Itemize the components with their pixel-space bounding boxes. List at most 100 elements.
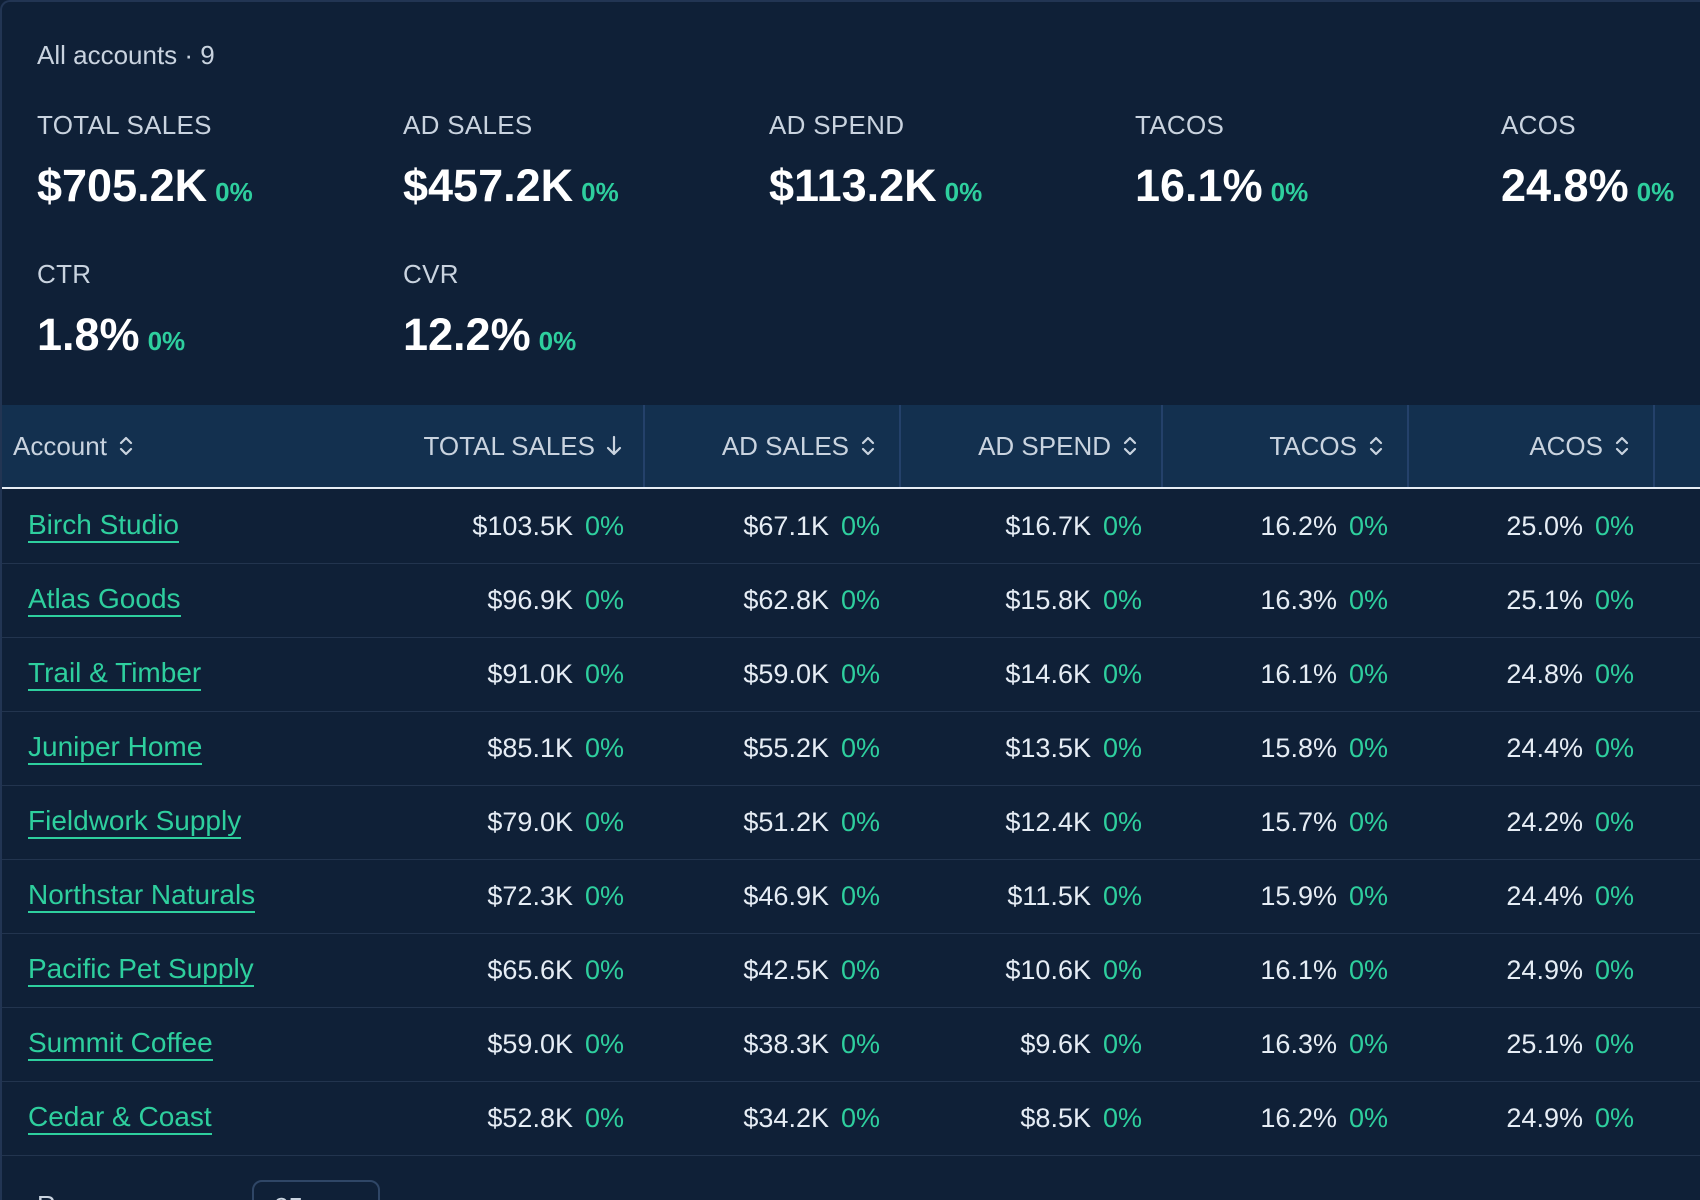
- metric-label: TOTAL SALES: [37, 110, 212, 140]
- cell-delta: 0%: [584, 807, 624, 837]
- account-link[interactable]: Atlas Goods: [28, 564, 181, 637]
- table-row: Atlas Goods $96.9K 0% $62.8K 0% $15.8K 0% 16.3%…: [2, 564, 1700, 638]
- account-name[interactable]: Trail & Timber: [28, 658, 202, 691]
- cell-delta: 0%: [1594, 1029, 1634, 1059]
- column-header-label: AD SPEND: [978, 430, 1111, 461]
- account-link[interactable]: Pacific Pet Supply: [28, 934, 254, 1007]
- metric-label: CVR: [403, 259, 459, 289]
- column-header-tacos[interactable]: TACOS: [1163, 405, 1409, 487]
- account-name[interactable]: Pacific Pet Supply: [28, 954, 254, 987]
- cell-value: 15.9%: [1260, 881, 1337, 911]
- metric-label: ACOS: [1501, 110, 1576, 140]
- account-name[interactable]: Summit Coffee: [28, 1028, 213, 1061]
- account-link[interactable]: Northstar Naturals: [28, 860, 256, 933]
- cell-value: 24.9%: [1506, 955, 1583, 985]
- cell-value: 24.4%: [1506, 733, 1583, 763]
- cell-delta: 0%: [1594, 511, 1634, 541]
- cell-delta: 0%: [584, 585, 624, 615]
- cell-value: 16.3%: [1260, 1029, 1337, 1059]
- cell-total-sales: $52.8K 0%: [487, 1082, 624, 1155]
- cell-value: $9.6K: [1020, 1029, 1091, 1059]
- account-name[interactable]: Cedar & Coast: [28, 1102, 212, 1135]
- metric-value: 1.8%: [37, 309, 140, 360]
- metric-label: AD SPEND: [769, 110, 905, 140]
- account-link[interactable]: Juniper Home: [28, 712, 203, 785]
- cell-value: $12.4K: [1005, 807, 1091, 837]
- cell-value: 15.7%: [1260, 807, 1337, 837]
- cell-tacos: 16.1% 0%: [1260, 638, 1388, 711]
- cell-ad-sales: $51.2K 0%: [743, 786, 880, 859]
- metric-label: CTR: [37, 259, 92, 289]
- cell-ad-sales: $62.8K 0%: [743, 564, 880, 637]
- cell-delta: 0%: [840, 659, 880, 689]
- account-name[interactable]: Atlas Goods: [28, 584, 181, 617]
- cell-value: 16.2%: [1260, 511, 1337, 541]
- account-name[interactable]: Birch Studio: [28, 510, 179, 543]
- cell-delta: 0%: [584, 881, 624, 911]
- metric-value: $705.2K: [37, 160, 208, 211]
- metric-value: 12.2%: [403, 309, 531, 360]
- cell-total-sales: $96.9K 0%: [487, 564, 624, 637]
- table-row: Fieldwork Supply $79.0K 0% $51.2K 0% $12.4K 0%…: [2, 786, 1700, 860]
- column-header-account[interactable]: Account: [2, 405, 645, 487]
- cell-ad-sales: $46.9K 0%: [743, 860, 880, 933]
- cell-delta: 0%: [1348, 511, 1388, 541]
- rows-per-page-select[interactable]: 25: [252, 1180, 380, 1200]
- metric-delta: 0%: [581, 177, 619, 207]
- cell-delta: 0%: [1348, 955, 1388, 985]
- cell-delta: 0%: [840, 807, 880, 837]
- cell-value: $11.5K: [1007, 881, 1091, 911]
- cell-delta: 0%: [840, 955, 880, 985]
- cell-delta: 0%: [1102, 585, 1142, 615]
- cell-delta: 0%: [1348, 807, 1388, 837]
- cell-value: 25.0%: [1506, 511, 1583, 541]
- column-header-acos[interactable]: ACOS: [1409, 405, 1655, 487]
- account-name[interactable]: Fieldwork Supply: [28, 806, 242, 839]
- cell-delta: 0%: [1594, 733, 1634, 763]
- cell-ad-spend: $13.5K 0%: [1005, 712, 1142, 785]
- cell-delta: 0%: [584, 659, 624, 689]
- account-link[interactable]: Trail & Timber: [28, 638, 202, 711]
- cell-delta: 0%: [1594, 659, 1634, 689]
- cell-value: $10.6K: [1005, 955, 1091, 985]
- cell-delta: 0%: [1348, 733, 1388, 763]
- account-link[interactable]: Cedar & Coast: [28, 1082, 212, 1155]
- cell-ad-sales: $67.1K 0%: [743, 490, 880, 563]
- account-link[interactable]: Summit Coffee: [28, 1008, 213, 1081]
- account-name[interactable]: Juniper Home: [28, 732, 203, 765]
- account-name[interactable]: Northstar Naturals: [28, 880, 256, 913]
- cell-delta: 0%: [840, 881, 880, 911]
- column-header-ad-spend[interactable]: AD SPEND: [901, 405, 1163, 487]
- cell-value: $67.1K: [743, 511, 829, 541]
- table-row: Cedar & Coast $52.8K 0% $34.2K 0% $8.5K 0% 16.2…: [2, 1082, 1700, 1156]
- account-link[interactable]: Birch Studio: [28, 490, 179, 563]
- cell-tacos: 16.3% 0%: [1260, 564, 1388, 637]
- cell-value: $46.9K: [743, 881, 829, 911]
- cell-delta: 0%: [584, 1103, 624, 1133]
- cell-tacos: 16.2% 0%: [1260, 490, 1388, 563]
- cell-acos: 24.2% 0%: [1506, 786, 1634, 859]
- sort-both-icon: [1369, 436, 1383, 456]
- cell-acos: 24.9% 0%: [1506, 934, 1634, 1007]
- account-link[interactable]: Fieldwork Supply: [28, 786, 242, 859]
- sort-both-icon: [1123, 436, 1137, 456]
- cell-value: $62.8K: [743, 585, 829, 615]
- metric-value: 24.8%: [1501, 160, 1629, 211]
- cell-ad-spend: $9.6K 0%: [1020, 1008, 1142, 1081]
- sort-both-icon: [119, 436, 133, 456]
- metric-delta: 0%: [538, 326, 577, 356]
- column-header-ad-sales[interactable]: AD SALES: [645, 405, 901, 487]
- cell-value: $59.0K: [743, 659, 829, 689]
- cell-delta: 0%: [1594, 1103, 1634, 1133]
- metric-delta: 0%: [1270, 177, 1309, 207]
- cell-value: $52.8K: [487, 1103, 573, 1133]
- metric-delta: 0%: [147, 326, 186, 356]
- cell-ad-spend: $14.6K 0%: [1005, 638, 1142, 711]
- cell-delta: 0%: [1102, 1029, 1142, 1059]
- cell-value: $16.7K: [1005, 511, 1091, 541]
- cell-value: $96.9K: [487, 585, 573, 615]
- cell-tacos: 15.9% 0%: [1260, 860, 1388, 933]
- cell-value: $59.0K: [487, 1029, 573, 1059]
- cell-delta: 0%: [1102, 659, 1142, 689]
- cell-delta: 0%: [1348, 659, 1388, 689]
